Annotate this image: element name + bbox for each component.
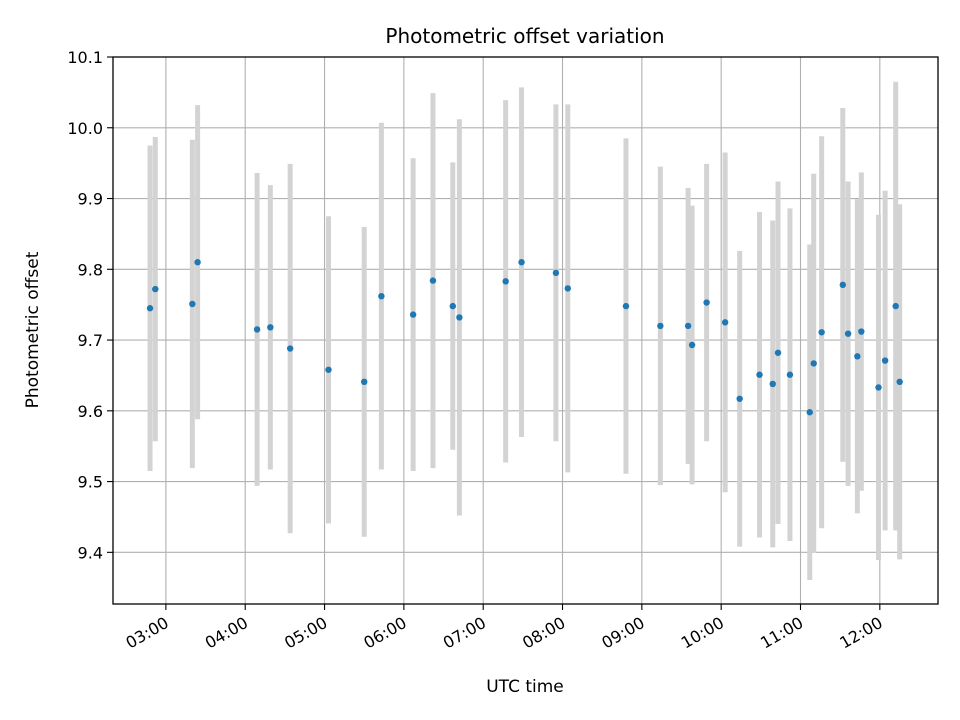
data-point	[684, 322, 692, 330]
data-point	[622, 302, 630, 310]
data-point	[892, 302, 899, 310]
y-tick-label: 9.8	[78, 260, 103, 279]
y-tick-label: 9.7	[78, 331, 103, 350]
data-point	[703, 299, 710, 306]
y-tick-label: 9.9	[78, 190, 103, 209]
data-point	[409, 311, 417, 318]
data-point	[657, 322, 664, 330]
data-points	[146, 259, 903, 416]
data-point	[688, 341, 696, 349]
data-point	[564, 285, 572, 292]
data-point	[858, 328, 865, 335]
data-point	[774, 349, 782, 356]
data-point	[810, 360, 817, 367]
data-point	[721, 319, 729, 326]
data-point	[456, 314, 463, 321]
data-point	[378, 292, 385, 300]
data-point	[286, 345, 294, 352]
y-tick-label: 10.1	[67, 48, 103, 67]
data-point	[854, 353, 861, 360]
plot-frame	[112, 56, 939, 605]
data-point	[839, 281, 847, 289]
chart-title: Photometric offset variation	[385, 24, 664, 48]
data-point	[881, 357, 889, 364]
y-tick-label: 10.0	[67, 119, 103, 138]
data-point	[267, 324, 274, 331]
x-axis-label: UTC time	[486, 677, 564, 697]
y-tick-label: 9.5	[78, 473, 103, 492]
data-point	[325, 366, 332, 373]
data-point	[736, 395, 743, 402]
y-tick-label: 9.4	[78, 543, 103, 562]
data-point	[146, 305, 154, 312]
data-point	[189, 300, 196, 308]
data-point	[361, 378, 368, 386]
data-point	[253, 326, 261, 333]
data-point	[429, 277, 437, 284]
data-point	[844, 330, 852, 337]
y-tick-label: 9.6	[78, 402, 103, 421]
data-point	[449, 302, 456, 310]
data-point	[806, 409, 813, 416]
data-point	[756, 371, 763, 378]
data-point	[875, 384, 882, 391]
data-point	[502, 278, 509, 285]
data-point	[786, 371, 794, 378]
data-point	[552, 269, 560, 277]
data-point	[518, 259, 525, 266]
data-point	[152, 285, 159, 293]
data-point	[896, 378, 903, 386]
y-axis-label: Photometric offset	[23, 251, 43, 408]
data-point	[769, 380, 776, 388]
data-point	[818, 329, 825, 336]
data-point	[194, 259, 201, 266]
